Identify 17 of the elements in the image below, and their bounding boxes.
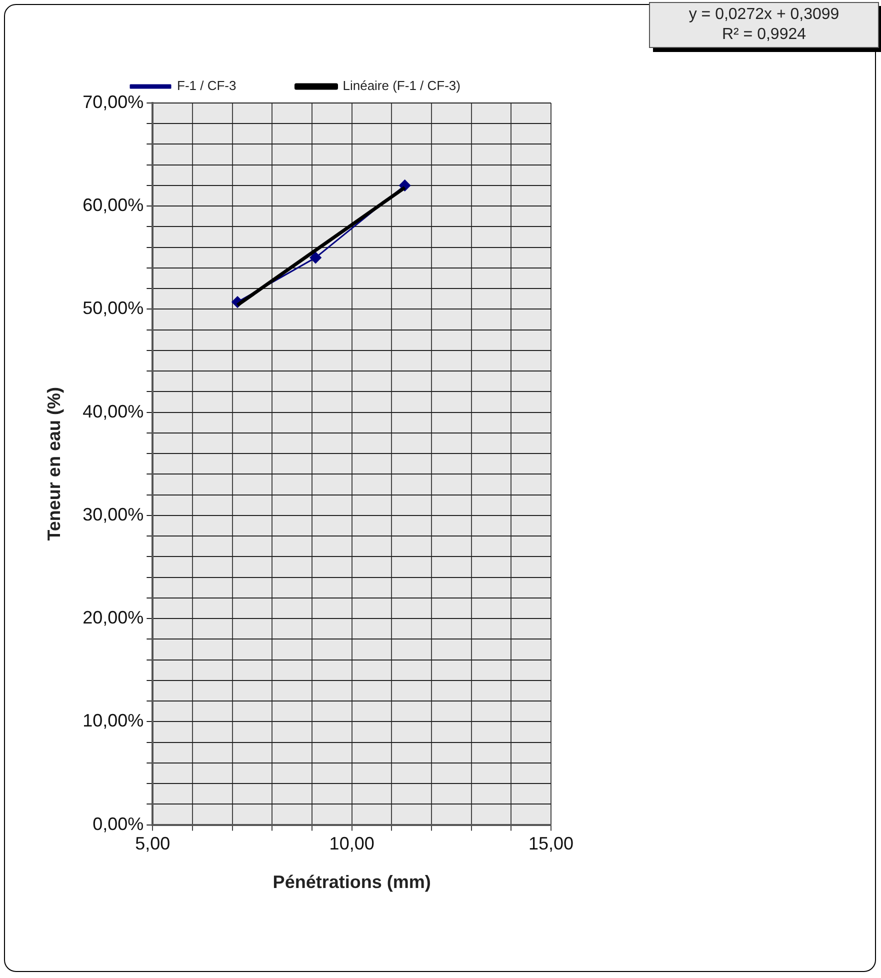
y-tick-label: 60,00% bbox=[82, 195, 144, 216]
y-tick-label: 10,00% bbox=[82, 710, 144, 731]
y-tick-label: 70,00% bbox=[82, 92, 144, 112]
y-tick-label: 50,00% bbox=[82, 298, 144, 318]
x-tick-label: 10,00 bbox=[329, 834, 374, 854]
y-tick-label: 40,00% bbox=[82, 401, 144, 422]
y-tick-label: 30,00% bbox=[82, 504, 144, 524]
text: y = 0,0272x + 0,3099 R² = 0,9924 bbox=[649, 2, 879, 48]
legend-label: Linéaire (F-1 / CF-3) bbox=[342, 78, 460, 94]
legend-label: F-1 / CF-3 bbox=[177, 78, 236, 94]
x-axis-title: Pénétrations (mm) bbox=[272, 872, 431, 892]
y-tick-label: 0,00% bbox=[92, 814, 144, 834]
x-tick-label: 15,00 bbox=[528, 834, 574, 854]
x-tick-label: 5,00 bbox=[135, 834, 170, 854]
y-tick-label: 20,00% bbox=[82, 608, 144, 628]
point bbox=[310, 252, 322, 264]
y-axis-title: Teneur en eau (%) bbox=[44, 387, 64, 541]
